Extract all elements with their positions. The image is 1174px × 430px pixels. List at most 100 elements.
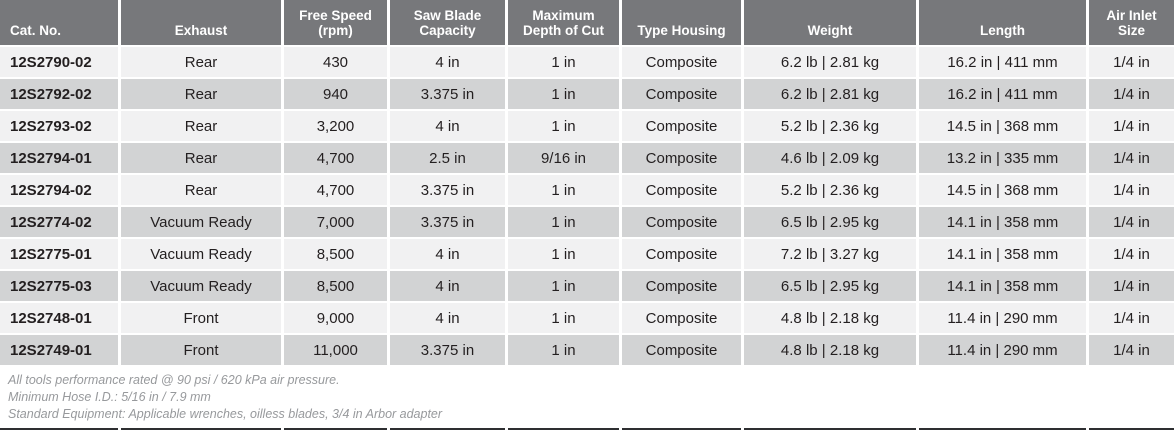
table-cell: 1/4 in bbox=[1089, 47, 1174, 77]
table-cell: 1/4 in bbox=[1089, 143, 1174, 173]
cat-no-cell: 12S2790-02 bbox=[0, 47, 118, 77]
table-cell: 4 in bbox=[390, 111, 505, 141]
table-cell: Vacuum Ready bbox=[121, 239, 281, 269]
table-cell: 1 in bbox=[508, 175, 619, 205]
table-cell: 940 bbox=[284, 79, 387, 109]
table-cell: 1/4 in bbox=[1089, 303, 1174, 333]
table-cell: Rear bbox=[121, 175, 281, 205]
table-cell: 1/4 in bbox=[1089, 175, 1174, 205]
table-cell: 3.375 in bbox=[390, 207, 505, 237]
table-cell: Vacuum Ready bbox=[121, 271, 281, 301]
table-cell: 1 in bbox=[508, 239, 619, 269]
cat-no-cell: 12S2748-01 bbox=[0, 303, 118, 333]
table-cell: 1 in bbox=[508, 303, 619, 333]
column-header-length: Length bbox=[919, 0, 1086, 45]
table-cell: Composite bbox=[622, 335, 741, 365]
table-cell: 430 bbox=[284, 47, 387, 77]
table-cell: 4.8 lb | 2.18 kg bbox=[744, 303, 916, 333]
table-cell: 6.2 lb | 2.81 kg bbox=[744, 79, 916, 109]
cat-no-cell: 12S2793-02 bbox=[0, 111, 118, 141]
table-cell: Composite bbox=[622, 79, 741, 109]
table-cell: Front bbox=[121, 303, 281, 333]
table-cell: 6.5 lb | 2.95 kg bbox=[744, 207, 916, 237]
divider-segment bbox=[622, 428, 741, 430]
table-cell: 4,700 bbox=[284, 143, 387, 173]
cat-no-cell: 12S2792-02 bbox=[0, 79, 118, 109]
table-cell: 14.1 in | 358 mm bbox=[919, 239, 1086, 269]
table-cell: 11.4 in | 290 mm bbox=[919, 303, 1086, 333]
table-cell: 11.4 in | 290 mm bbox=[919, 335, 1086, 365]
table-cell: 4.6 lb | 2.09 kg bbox=[744, 143, 916, 173]
table-cell: 1 in bbox=[508, 79, 619, 109]
column-header-free-speed: Free Speed (rpm) bbox=[284, 0, 387, 45]
footnote-standard-equipment: Standard Equipment: Applicable wrenches,… bbox=[8, 407, 443, 421]
table-cell: 6.5 lb | 2.95 kg bbox=[744, 271, 916, 301]
divider-segment bbox=[0, 428, 118, 430]
table-cell: 8,500 bbox=[284, 271, 387, 301]
bottom-divider bbox=[0, 428, 1174, 430]
table-cell: 3.375 in bbox=[390, 335, 505, 365]
divider-segment bbox=[744, 428, 916, 430]
table-cell: 5.2 lb | 2.36 kg bbox=[744, 111, 916, 141]
table-body: 12S2790-02 Rear 430 4 in 1 in Composite 6.2 lb… bbox=[0, 47, 1174, 365]
table-cell: 1 in bbox=[508, 335, 619, 365]
table-cell: 6.2 lb | 2.81 kg bbox=[744, 47, 916, 77]
column-header-weight: Weight bbox=[744, 0, 916, 45]
cat-no-cell: 12S2775-03 bbox=[0, 271, 118, 301]
table-cell: 16.2 in | 411 mm bbox=[919, 79, 1086, 109]
table-cell: Rear bbox=[121, 79, 281, 109]
table-cell: 9,000 bbox=[284, 303, 387, 333]
table-cell: Vacuum Ready bbox=[121, 207, 281, 237]
table-cell: 16.2 in | 411 mm bbox=[919, 47, 1086, 77]
table-cell: 14.5 in | 368 mm bbox=[919, 111, 1086, 141]
column-header-max-depth-of-cut: Maximum Depth of Cut bbox=[508, 0, 619, 45]
cat-no-cell: 12S2775-01 bbox=[0, 239, 118, 269]
table-cell: Composite bbox=[622, 207, 741, 237]
column-header-type-housing: Type Housing bbox=[622, 0, 741, 45]
table-cell: 11,000 bbox=[284, 335, 387, 365]
footnotes: All tools performance rated @ 90 psi / 6… bbox=[8, 372, 1174, 423]
table-cell: 4 in bbox=[390, 239, 505, 269]
table-cell: 1/4 in bbox=[1089, 335, 1174, 365]
table-cell: 14.1 in | 358 mm bbox=[919, 271, 1086, 301]
table-cell: 7.2 lb | 3.27 kg bbox=[744, 239, 916, 269]
table-cell: 1/4 in bbox=[1089, 271, 1174, 301]
table-cell: 4.8 lb | 2.18 kg bbox=[744, 335, 916, 365]
table-cell: 1/4 in bbox=[1089, 111, 1174, 141]
table-cell: 1 in bbox=[508, 271, 619, 301]
table-cell: 9/16 in bbox=[508, 143, 619, 173]
column-header-exhaust: Exhaust bbox=[121, 0, 281, 45]
table-cell: Composite bbox=[622, 47, 741, 77]
divider-segment bbox=[1089, 428, 1174, 430]
divider-segment bbox=[919, 428, 1086, 430]
table-cell: 3.375 in bbox=[390, 175, 505, 205]
table-cell: 5.2 lb | 2.36 kg bbox=[744, 175, 916, 205]
table-cell: 14.5 in | 368 mm bbox=[919, 175, 1086, 205]
table-cell: Front bbox=[121, 335, 281, 365]
table-cell: Rear bbox=[121, 111, 281, 141]
divider-segment bbox=[390, 428, 505, 430]
divider-segment bbox=[508, 428, 619, 430]
table-cell: Rear bbox=[121, 143, 281, 173]
cat-no-cell: 12S2794-02 bbox=[0, 175, 118, 205]
table-cell: 8,500 bbox=[284, 239, 387, 269]
table-cell: 4 in bbox=[390, 47, 505, 77]
divider-segment bbox=[284, 428, 387, 430]
table-cell: Composite bbox=[622, 111, 741, 141]
divider-segment bbox=[121, 428, 281, 430]
table-cell: 4 in bbox=[390, 271, 505, 301]
table-cell: 1 in bbox=[508, 111, 619, 141]
table-cell: 3.375 in bbox=[390, 79, 505, 109]
table-header-row: Cat. No. Exhaust Free Speed (rpm) Saw Bl… bbox=[0, 0, 1174, 45]
table-cell: Composite bbox=[622, 303, 741, 333]
table-cell: 2.5 in bbox=[390, 143, 505, 173]
cat-no-cell: 12S2749-01 bbox=[0, 335, 118, 365]
cat-no-cell: 12S2774-02 bbox=[0, 207, 118, 237]
column-header-cat-no: Cat. No. bbox=[0, 0, 118, 45]
footnote-air-pressure: All tools performance rated @ 90 psi / 6… bbox=[8, 373, 340, 387]
table-cell: 1 in bbox=[508, 207, 619, 237]
table-cell: 1/4 in bbox=[1089, 239, 1174, 269]
table-cell: Composite bbox=[622, 239, 741, 269]
table-cell: 4 in bbox=[390, 303, 505, 333]
